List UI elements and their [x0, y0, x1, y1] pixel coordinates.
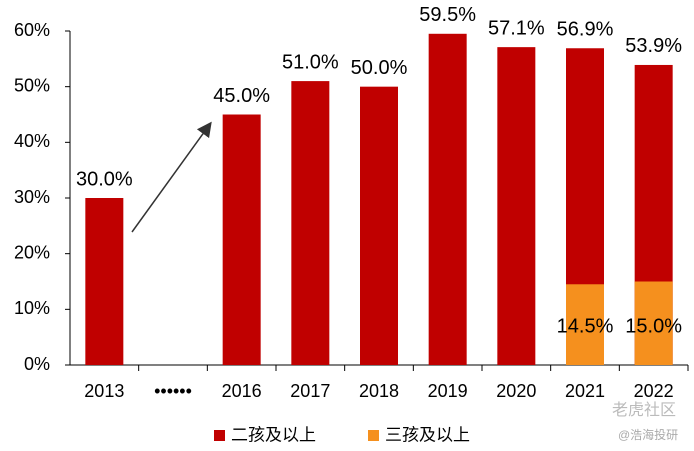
x-tick-label: 2022	[634, 381, 674, 401]
value-label: 51.0%	[282, 51, 339, 73]
x-tick-label: 2019	[428, 381, 468, 401]
legend-swatch	[214, 430, 225, 441]
watermark: @浩海投研	[618, 427, 678, 442]
value-label: 59.5%	[419, 4, 476, 26]
y-tick-label: 20%	[14, 242, 50, 262]
x-tick-label: ••••••	[154, 381, 192, 401]
legend-label: 三孩及以上	[385, 425, 470, 444]
bar	[360, 86, 398, 366]
value-label: 45.0%	[213, 85, 270, 107]
y-tick-label: 50%	[14, 75, 50, 95]
bar	[291, 81, 330, 365]
value-label: 30.0%	[76, 168, 133, 190]
bar	[222, 114, 261, 365]
value-label: 15.0%	[625, 315, 682, 337]
x-tick-label: 2017	[290, 381, 330, 401]
y-tick-label: 60%	[14, 20, 50, 40]
x-tick-label: 2020	[496, 381, 536, 401]
x-tick-label: 2021	[565, 381, 605, 401]
bar	[85, 198, 124, 365]
watermark: 老虎社区	[612, 401, 676, 419]
value-label: 50.0%	[351, 57, 408, 79]
bar	[497, 47, 536, 365]
trend-arrow	[131, 121, 212, 233]
bar	[634, 281, 673, 365]
y-tick-label: 10%	[14, 298, 50, 318]
bar	[428, 33, 467, 366]
value-label: 53.9%	[625, 35, 682, 57]
value-label: 57.1%	[488, 17, 545, 39]
value-label: 56.9%	[557, 19, 614, 41]
y-tick-label: 0%	[24, 354, 50, 374]
x-tick-label: 2016	[222, 381, 262, 401]
legend-swatch	[368, 430, 379, 441]
bar	[566, 284, 604, 365]
legend-label: 二孩及以上	[231, 425, 316, 444]
y-tick-label: 30%	[14, 187, 50, 207]
y-tick-label: 40%	[14, 131, 50, 151]
x-tick-label: 2013	[84, 381, 124, 401]
x-tick-label: 2018	[359, 381, 399, 401]
value-label: 14.5%	[557, 315, 614, 337]
